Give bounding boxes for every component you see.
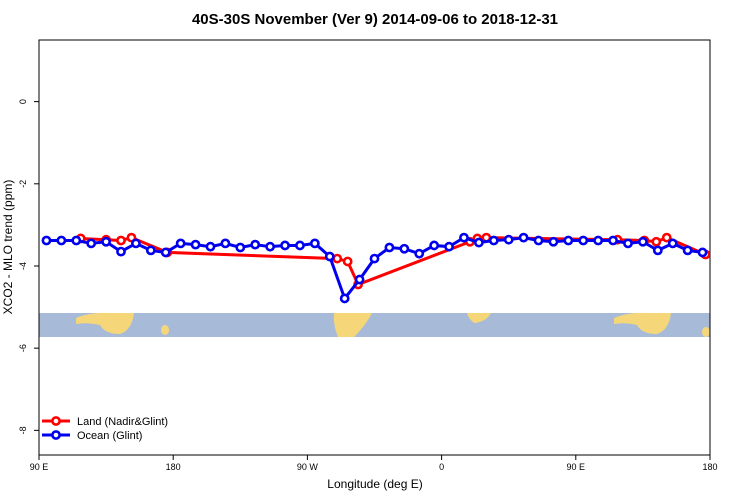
point [518,232,529,243]
point [309,238,320,249]
point [548,236,559,247]
x-axis-label: Longitude (deg E) [327,477,422,491]
point [235,242,246,253]
point [324,251,335,262]
point [697,247,708,258]
point [652,245,663,256]
point [369,253,380,264]
point [339,293,350,304]
point [399,243,410,254]
point [533,235,544,246]
point [175,238,186,249]
point [608,235,618,246]
point [220,238,231,249]
point [295,240,305,251]
x-tick-label: 180 [702,462,717,472]
point [101,236,111,247]
point [623,238,633,249]
point [145,245,156,256]
point [488,235,499,246]
legend-marker [51,416,61,426]
y-tick-label: -4 [18,262,28,270]
point [563,235,574,246]
legend-label: Ocean (Glint) [77,430,142,442]
point [638,236,648,247]
y-axis-label: XCO2 - MLO trend (ppm) [1,180,15,315]
point [280,240,290,251]
point [354,274,365,285]
point [342,256,353,267]
point [250,239,261,250]
point [116,246,126,257]
point [71,235,82,246]
point [661,232,672,243]
point [205,241,216,252]
x-tick-label: 0 [439,462,444,472]
point [682,245,693,256]
legend-marker [51,430,61,440]
x-tick-label: 180 [166,462,181,472]
x-tick-label: 90 E [567,462,586,472]
y-tick-label: -2 [18,180,28,188]
point [578,235,589,246]
x-tick-label: 90 E [30,462,49,472]
point [651,236,662,247]
plot-frame [38,39,711,456]
point [414,248,425,259]
point [116,235,126,246]
chart-title: 40S-30S November (Ver 9) 2014-09-06 to 2… [192,11,558,28]
point [384,242,395,253]
point [332,253,343,264]
point [56,235,67,246]
legend-label: Land (Nadir&Glint) [77,416,168,428]
point [459,232,469,243]
point [503,234,514,245]
point [41,235,52,246]
point [593,235,604,246]
point [86,238,97,249]
point [444,241,454,252]
point [473,237,484,248]
point [667,238,678,249]
y-tick-label: 0 [18,99,28,104]
series-line [46,235,703,302]
series-layer [41,232,710,304]
point [429,240,440,251]
point [265,241,276,252]
point [160,247,171,258]
y-tick-label: -8 [18,426,28,434]
point [190,239,201,250]
map-strip [39,312,710,337]
x-tick-label: 90 W [297,462,319,472]
series-line [80,236,707,287]
point [131,238,141,249]
y-tick-label: -6 [18,344,28,352]
